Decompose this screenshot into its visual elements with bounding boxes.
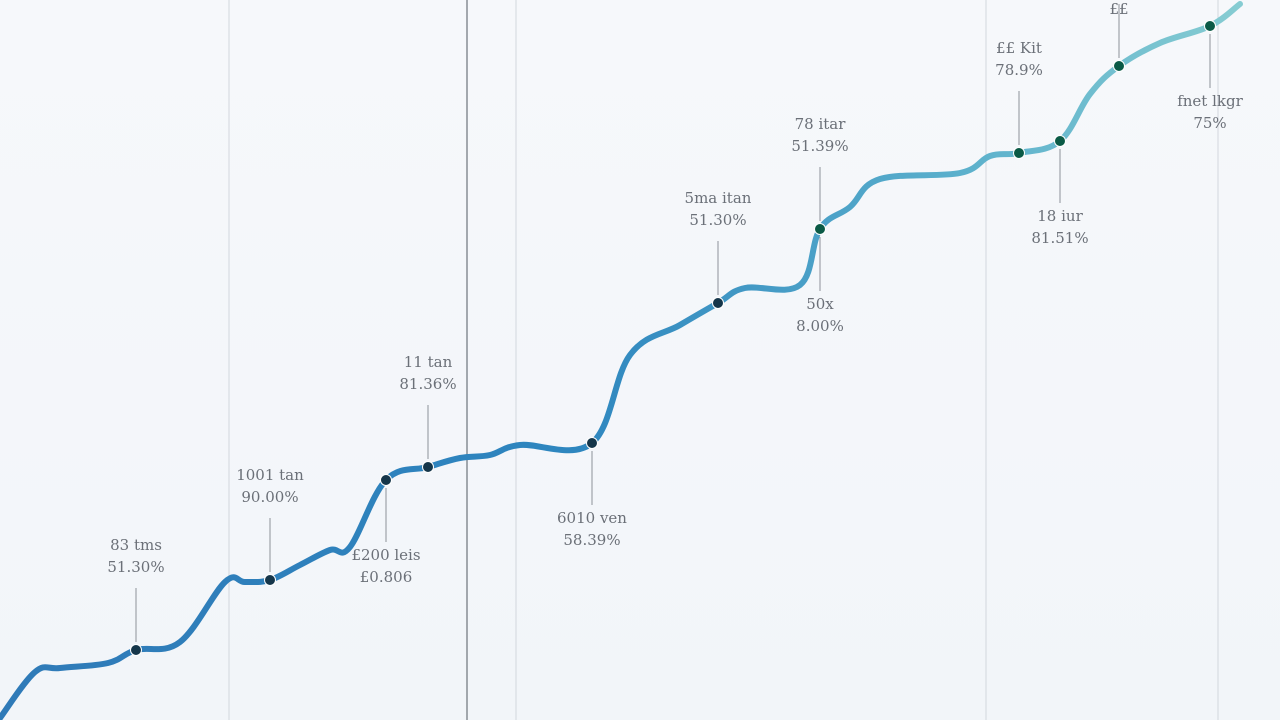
annotation-label-11: ££ [1109,0,1128,18]
annotation-value-9: 81.51% [1031,229,1088,247]
annotation-value-4: 58.39% [563,531,620,549]
annotation-value-10: 75% [1193,114,1226,132]
data-point-marker-7 [1013,147,1025,159]
data-point-marker-9 [1113,60,1125,72]
data-point-marker-3 [422,461,434,473]
annotation-label-5: 5ma itan [685,189,752,207]
annotation-label-7: 50x [806,295,834,313]
annotation-value-0: 51.30% [107,558,164,576]
series-line [0,1,1243,720]
data-point-marker-5 [712,297,724,309]
annotation-label-9: 18 iur [1037,207,1083,225]
annotation-label-10: fnet lkgr [1177,92,1243,110]
annotation-label-1: 1001 tan [236,466,304,484]
data-point-marker-0 [130,644,142,656]
data-point-marker-6 [814,223,826,235]
data-markers [130,20,1216,656]
data-point-marker-2 [380,474,392,486]
data-point-marker-4 [586,437,598,449]
annotation-value-1: 90.00% [241,488,298,506]
annotation-label-6: 78 itar [795,115,847,133]
annotation-value-2: £0.806 [360,568,413,586]
annotation-value-3: 81.36% [399,375,456,393]
annotation-value-8: 78.9% [995,61,1043,79]
data-point-marker-1 [264,574,276,586]
annotation-label-2: £200 leis [351,546,420,564]
data-point-marker-10 [1204,20,1216,32]
annotation-value-5: 51.30% [689,211,746,229]
annotation-label-4: 6010 ven [557,509,627,527]
series-line-group [0,1,1243,720]
annotation-label-3: 11 tan [404,353,453,371]
annotation-value-7: 8.00% [796,317,844,335]
annotation-labels: 83 tms 51.30% 1001 tan 90.00% £200 leis £0.80… [107,0,1243,586]
annotation-label-0: 83 tms [110,536,162,554]
annotation-label-8: ££ Kit [996,39,1042,57]
data-point-marker-8 [1054,135,1066,147]
gridlines [228,0,1219,720]
annotation-value-6: 51.39% [791,137,848,155]
annotation-leaders [135,4,1211,642]
